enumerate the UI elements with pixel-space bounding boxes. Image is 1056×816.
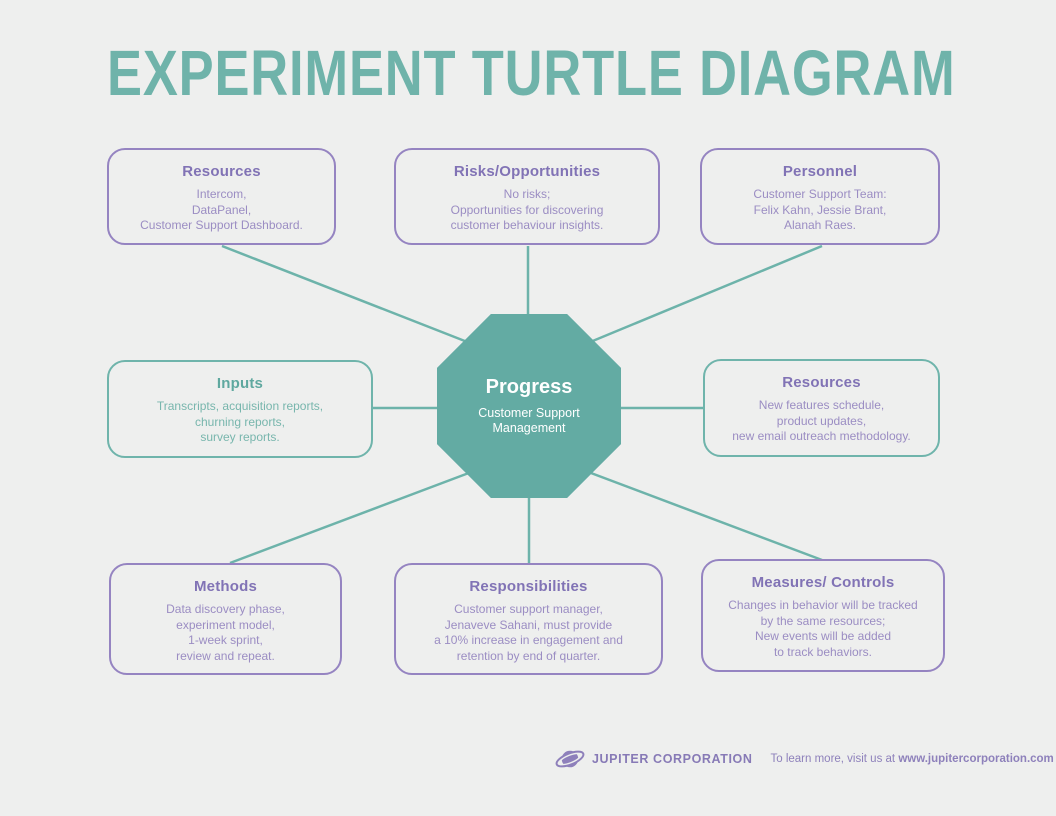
box-methods-body: Data discovery phase, experiment model, … bbox=[166, 602, 285, 663]
page-title: EXPERIMENT TURTLE DIAGRAM bbox=[107, 37, 956, 109]
box-measures-controls: Measures/ Controls Changes in behavior w… bbox=[701, 559, 945, 672]
box-resources-top-title: Resources bbox=[182, 163, 261, 180]
footer-brand-name: JUPITER CORPORATION bbox=[592, 752, 753, 766]
box-resources-right-body: New features schedule, product updates, … bbox=[732, 398, 911, 443]
box-risks-opportunities-title: Risks/Opportunities bbox=[453, 163, 601, 180]
footer-tagline: To learn more, visit us at www.jupiterco… bbox=[770, 753, 1053, 765]
box-resources-top: Resources Intercom, DataPanel, Customer … bbox=[107, 148, 336, 245]
box-resources-right-title: Resources bbox=[782, 374, 861, 391]
box-measures-controls-title: Measures/ Controls bbox=[751, 574, 895, 591]
center-octagon-subtitle: Customer Support Management bbox=[478, 405, 580, 436]
box-personnel-title: Personnel bbox=[782, 163, 858, 180]
box-methods-title: Methods bbox=[193, 578, 258, 595]
connector-line-top-left bbox=[221, 244, 476, 347]
jupiter-planet-icon bbox=[555, 750, 585, 768]
box-personnel-body: Customer Support Team: Felix Kahn, Jessi… bbox=[753, 187, 887, 232]
connector-line-bottom-left bbox=[229, 463, 491, 565]
box-personnel: Personnel Customer Support Team: Felix K… bbox=[700, 148, 940, 245]
connector-line-top-right bbox=[582, 244, 823, 347]
footer: JUPITER CORPORATION To learn more, visit… bbox=[554, 744, 1054, 774]
connector-line-bottom-right bbox=[566, 462, 823, 562]
box-resources-right: Resources New features schedule, product… bbox=[703, 359, 940, 457]
box-risks-opportunities-body: No risks; Opportunities for discovering … bbox=[450, 187, 604, 232]
box-measures-controls-body: Changes in behavior will be tracked by t… bbox=[728, 598, 918, 659]
footer-url: www.jupitercorporation.com bbox=[898, 753, 1054, 765]
center-octagon: Progress Customer Support Management bbox=[437, 314, 621, 498]
box-inputs-title: Inputs bbox=[216, 375, 264, 392]
box-responsibilities-title: Responsibilities bbox=[469, 578, 588, 595]
box-inputs: Inputs Transcripts, acquisition reports,… bbox=[107, 360, 373, 458]
box-inputs-body: Transcripts, acquisition reports, churni… bbox=[156, 399, 324, 444]
box-responsibilities-body: Customer support manager, Jenaveve Sahan… bbox=[434, 602, 623, 663]
footer-tagline-text: To learn more, visit us at bbox=[770, 753, 899, 765]
box-responsibilities: Responsibilities Customer support manage… bbox=[394, 563, 663, 675]
box-risks-opportunities: Risks/Opportunities No risks; Opportunit… bbox=[394, 148, 660, 245]
center-octagon-title: Progress bbox=[485, 375, 573, 398]
box-resources-top-body: Intercom, DataPanel, Customer Support Da… bbox=[140, 187, 303, 232]
box-methods: Methods Data discovery phase, experiment… bbox=[109, 563, 342, 675]
